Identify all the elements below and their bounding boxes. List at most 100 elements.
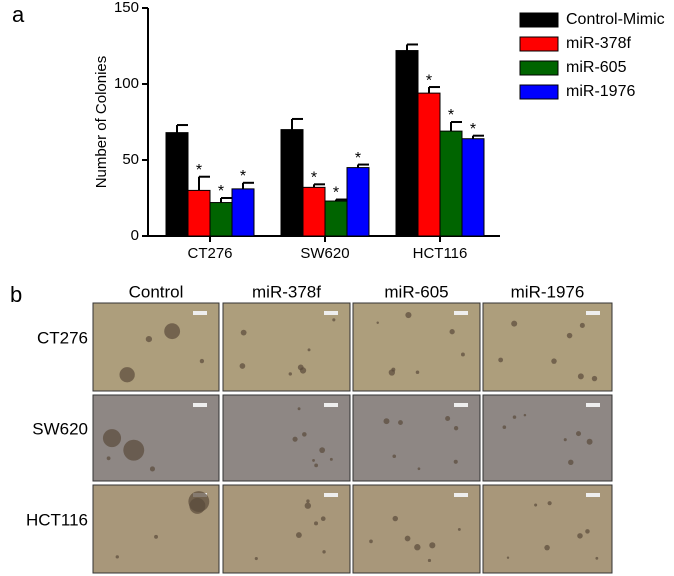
scale-bar <box>193 311 207 315</box>
y-tick-label: 150 <box>114 0 139 16</box>
colony <box>551 358 557 364</box>
colony <box>115 555 119 559</box>
scale-bar <box>324 493 338 497</box>
colony <box>591 375 598 382</box>
colony <box>383 418 390 425</box>
colony <box>577 533 583 539</box>
bar <box>395 50 419 237</box>
significance-mark: * <box>426 72 432 89</box>
micrograph <box>352 302 481 392</box>
colony <box>511 320 518 327</box>
colony <box>568 459 574 466</box>
colony <box>404 535 411 542</box>
panel-label: a <box>12 2 25 27</box>
colony <box>320 516 326 522</box>
x-tick-label: SW620 <box>300 245 349 262</box>
colony <box>512 415 517 419</box>
row-label: HCT116 <box>26 510 88 529</box>
micrograph <box>482 484 613 574</box>
colony <box>319 447 326 454</box>
colony <box>502 425 507 429</box>
colony <box>106 456 111 461</box>
colony <box>292 436 298 442</box>
row-label: SW620 <box>32 419 88 438</box>
legend-label: miR-378f <box>566 35 631 52</box>
colony <box>577 373 584 380</box>
colony <box>189 497 206 514</box>
scale-bar <box>454 493 468 497</box>
significance-mark: * <box>311 170 317 187</box>
colony <box>199 358 205 364</box>
colony <box>123 439 145 461</box>
colony <box>154 534 158 539</box>
colony <box>392 515 398 522</box>
column-header: Control <box>129 282 184 301</box>
scale-bar <box>586 311 600 315</box>
colony <box>288 372 292 376</box>
micrograph <box>352 484 481 574</box>
colony <box>595 556 599 560</box>
bar <box>165 132 189 237</box>
colony <box>417 467 421 471</box>
significance-mark: * <box>218 183 224 200</box>
colony <box>586 438 593 445</box>
colony <box>547 501 552 506</box>
colony <box>240 329 247 336</box>
panel-label: b <box>10 282 22 307</box>
colony <box>445 416 451 422</box>
significance-mark: * <box>448 107 454 124</box>
colony <box>302 432 307 437</box>
scale-bar <box>324 403 338 407</box>
colony <box>414 544 421 551</box>
bar <box>187 189 211 237</box>
y-axis-label: Number of Colonies <box>93 56 110 189</box>
micrograph <box>352 394 481 482</box>
colony <box>295 532 302 538</box>
colony <box>332 318 336 322</box>
colony <box>312 459 315 462</box>
micrograph <box>482 394 613 482</box>
bar <box>439 130 463 237</box>
colony <box>566 332 573 339</box>
legend-swatch <box>519 60 559 76</box>
colony <box>449 329 455 335</box>
colony <box>585 529 590 534</box>
colony <box>119 367 135 383</box>
significance-mark: * <box>333 185 339 202</box>
colony <box>149 466 155 472</box>
colony <box>322 550 326 554</box>
column-header: miR-605 <box>384 282 448 301</box>
bar <box>280 129 304 237</box>
bar <box>302 186 326 237</box>
micrograph <box>482 302 613 392</box>
colony <box>376 321 379 324</box>
micrograph <box>222 394 351 482</box>
colony <box>523 413 527 417</box>
colony <box>314 463 319 468</box>
colony <box>398 420 403 425</box>
scale-bar <box>454 403 468 407</box>
colony <box>579 322 585 328</box>
legend-label: miR-605 <box>566 59 627 76</box>
colony <box>534 503 538 507</box>
legend-label: Control-Mimic <box>566 11 665 28</box>
legend-swatch <box>519 36 559 52</box>
colony <box>164 323 181 340</box>
bar <box>209 202 233 237</box>
y-tick-label: 0 <box>131 227 139 244</box>
x-tick-label: CT276 <box>187 245 232 262</box>
colony <box>306 499 310 503</box>
scale-bar <box>586 403 600 407</box>
colony <box>429 542 436 549</box>
column-header: miR-378f <box>252 282 321 301</box>
colony <box>506 556 510 559</box>
legend-label: miR-1976 <box>566 83 635 100</box>
colony <box>299 367 307 374</box>
colony <box>457 527 461 531</box>
colony <box>102 429 122 448</box>
micrograph <box>92 302 220 392</box>
y-tick-label: 50 <box>122 151 139 168</box>
colony <box>453 426 459 431</box>
significance-mark: * <box>355 150 361 167</box>
